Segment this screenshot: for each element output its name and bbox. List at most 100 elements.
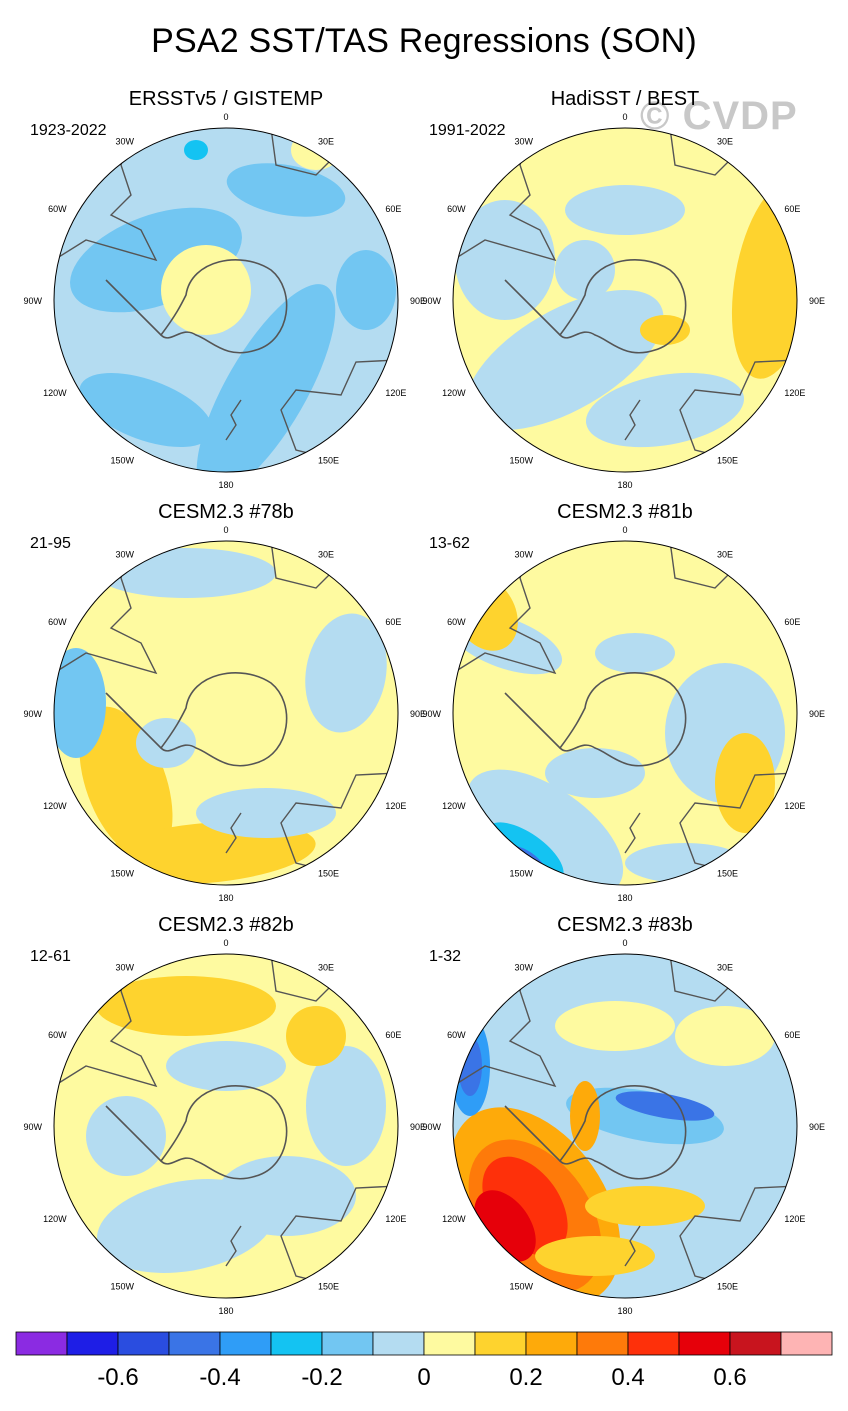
longitude-label: 30W xyxy=(115,963,134,973)
longitude-label: 60W xyxy=(447,617,466,627)
new-zealand-coastline xyxy=(225,812,242,854)
longitude-label: 90E xyxy=(410,296,426,306)
south-america-coastline xyxy=(54,955,158,1088)
anomaly-region xyxy=(675,1006,775,1066)
south-america-coastline xyxy=(453,542,557,675)
colorbar-tick-label: 0.2 xyxy=(509,1364,542,1391)
longitude-label: 30E xyxy=(717,137,733,147)
panel-title: CESM2.3 #82b xyxy=(158,914,294,936)
longitude-label: 30W xyxy=(115,550,134,560)
longitude-label: 180 xyxy=(218,1306,233,1316)
polar-map: 0 30E 60E 90E 120E 150E 180 150W 120W 90W 60W 30W xyxy=(23,525,426,903)
new-zealand-coastline xyxy=(225,1225,242,1267)
longitude-label: 120E xyxy=(385,801,406,811)
longitude-label: 120E xyxy=(784,801,805,811)
map-panel: HadiSST / BEST 1991-2022 0 30E 60E 90E 120E 150… xyxy=(422,88,825,490)
polar-map: 0 30E 60E 90E 120E 150E 180 150W 120W 90W 60W 30W xyxy=(23,938,426,1316)
longitude-label: 150E xyxy=(318,1281,339,1291)
longitude-label: 0 xyxy=(622,525,627,535)
colorbar-tick-label: -0.2 xyxy=(301,1364,342,1391)
longitude-label: 180 xyxy=(617,480,632,490)
longitude-label: 90W xyxy=(422,1122,441,1132)
anomaly-region xyxy=(226,163,346,217)
longitude-label: 150E xyxy=(717,1281,738,1291)
longitude-label: 180 xyxy=(617,1306,632,1316)
longitude-label: 90E xyxy=(410,709,426,719)
colorbar-swatch xyxy=(627,1331,680,1356)
panel-period: 12-61 xyxy=(30,948,71,965)
new-zealand-coastline xyxy=(624,812,641,854)
new-zealand-coastline xyxy=(225,399,242,441)
longitude-label: 60W xyxy=(48,204,67,214)
longitude-label: 0 xyxy=(622,938,627,948)
peninsula-coastline xyxy=(105,279,162,336)
longitude-label: 30E xyxy=(318,550,334,560)
colorbar-swatch xyxy=(678,1331,731,1356)
longitude-label: 90W xyxy=(23,296,42,306)
longitude-label: 120E xyxy=(385,388,406,398)
colorbar-swatch xyxy=(219,1331,272,1356)
panel-period: 13-62 xyxy=(429,535,470,552)
anomaly-region xyxy=(286,1006,346,1066)
longitude-label: 180 xyxy=(218,893,233,903)
colorbar-tick-label: 0.6 xyxy=(713,1364,746,1391)
australia-coastline xyxy=(679,359,797,461)
south-america-coastline xyxy=(54,542,158,675)
anomaly-region xyxy=(640,315,690,345)
new-zealand-coastline xyxy=(624,399,641,441)
longitude-label: 30W xyxy=(514,137,533,147)
peninsula-coastline xyxy=(105,1105,162,1162)
longitude-label: 90E xyxy=(809,1122,825,1132)
longitude-label: 30W xyxy=(514,550,533,560)
panel-title: ERSSTv5 / GISTEMP xyxy=(128,88,324,110)
anomaly-region xyxy=(96,976,276,1036)
anomaly-region xyxy=(458,1036,482,1096)
longitude-label: 180 xyxy=(218,480,233,490)
map-panel: CESM2.3 #82b 12-61 0 30E 60E 90E 120E 150E 180 15… xyxy=(23,914,426,1316)
australia-coastline xyxy=(280,359,398,461)
longitude-label: 150E xyxy=(318,868,339,878)
longitude-label: 120E xyxy=(385,1214,406,1224)
colorbar-swatch xyxy=(66,1331,119,1356)
polar-map: 0 30E 60E 90E 120E 150E 180 150W 120W 90W 60W 30W xyxy=(422,938,825,1316)
map-panel: CESM2.3 #78b 21-95 0 30E 60E 90E 120E 150E 180 15… xyxy=(23,501,426,903)
longitude-label: 90E xyxy=(809,709,825,719)
map-boundary xyxy=(53,953,399,1299)
anomaly-region xyxy=(715,733,775,833)
colorbar-swatch xyxy=(474,1331,527,1356)
anomaly-region xyxy=(555,240,615,300)
longitude-label: 60W xyxy=(447,204,466,214)
longitude-label: 150W xyxy=(110,1281,134,1291)
panel-title: HadiSST / BEST xyxy=(550,88,700,110)
longitude-label: 60E xyxy=(784,617,800,627)
australia-coastline xyxy=(280,772,398,874)
longitude-label: 150W xyxy=(110,455,134,465)
colorbar-swatch xyxy=(423,1331,476,1356)
new-zealand-coastline xyxy=(624,1225,641,1267)
panel-period: 21-95 xyxy=(30,535,71,552)
longitude-label: 90W xyxy=(23,1122,42,1132)
longitude-label: 150W xyxy=(509,455,533,465)
anomaly-region xyxy=(466,769,624,885)
south-america-coastline xyxy=(453,955,557,1088)
anomaly-region xyxy=(166,1041,286,1091)
anomaly-region xyxy=(86,1096,166,1176)
longitude-label: 0 xyxy=(622,112,627,122)
longitude-label: 150W xyxy=(509,1281,533,1291)
anomaly-region xyxy=(585,1186,705,1226)
australia-coastline xyxy=(679,772,797,874)
anomaly-region xyxy=(79,373,213,447)
anomaly-region xyxy=(555,1001,675,1051)
longitude-label: 30E xyxy=(318,963,334,973)
panel-period: 1-32 xyxy=(429,948,462,965)
colorbar-swatch xyxy=(576,1331,629,1356)
anomaly-region xyxy=(184,140,208,160)
longitude-label: 180 xyxy=(617,893,632,903)
map-boundary xyxy=(53,127,399,473)
peninsula-coastline xyxy=(504,279,561,336)
longitude-label: 0 xyxy=(223,525,228,535)
colorbar-swatch xyxy=(15,1331,68,1356)
colorbar-swatch xyxy=(372,1331,425,1356)
anomaly-region xyxy=(336,250,396,330)
anomaly-region xyxy=(305,613,387,733)
